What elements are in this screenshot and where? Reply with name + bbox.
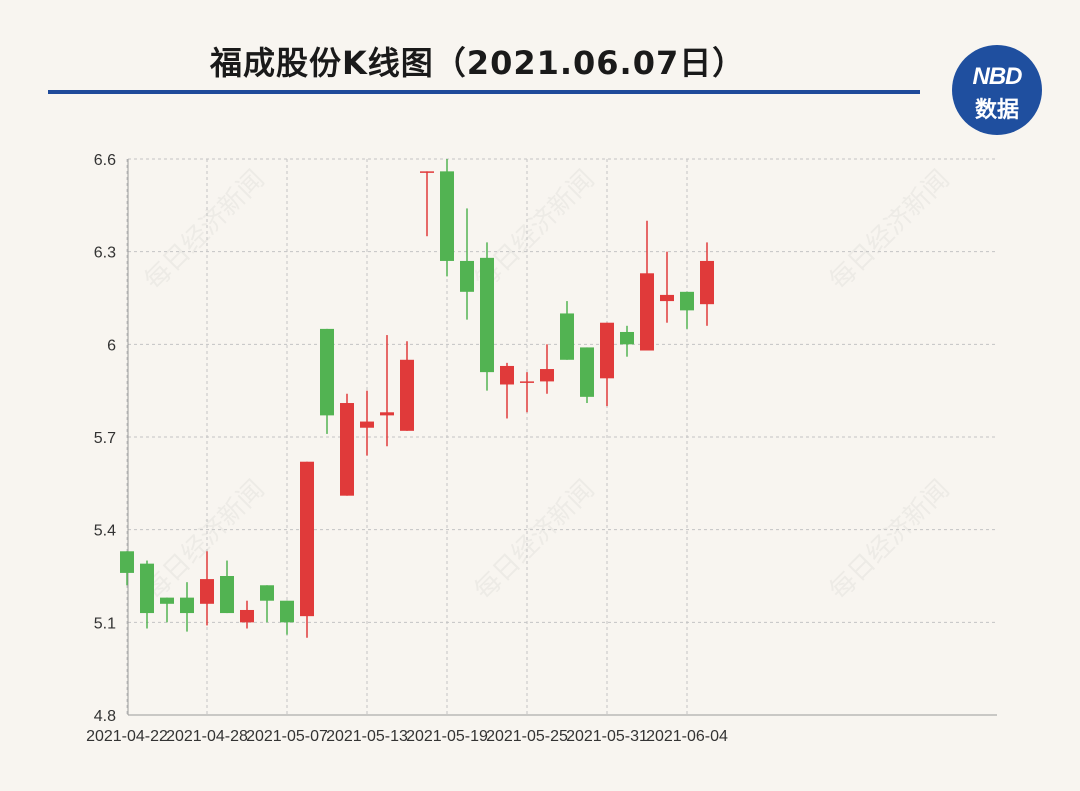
candle-body bbox=[180, 597, 194, 614]
y-tick-label: 4.8 bbox=[94, 708, 116, 725]
candle-body bbox=[280, 600, 294, 623]
candle-body bbox=[200, 579, 214, 604]
candle-body bbox=[640, 273, 654, 351]
candle-body bbox=[400, 359, 414, 431]
candle-body bbox=[160, 597, 174, 604]
candle-body bbox=[420, 171, 434, 173]
x-tick-label: 2021-06-04 bbox=[646, 728, 728, 745]
candle-body bbox=[700, 260, 714, 305]
y-tick-label: 6.3 bbox=[94, 245, 116, 262]
candle-body bbox=[560, 313, 574, 360]
y-tick-label: 6.6 bbox=[94, 152, 116, 169]
candle-body bbox=[580, 347, 594, 397]
x-tick-label: 2021-05-19 bbox=[406, 728, 488, 745]
candle-body bbox=[120, 551, 134, 573]
x-tick-label: 2021-05-13 bbox=[326, 728, 408, 745]
y-tick-label: 5.1 bbox=[94, 615, 116, 632]
candle-body bbox=[600, 322, 614, 379]
candle-body bbox=[500, 365, 514, 385]
x-tick-label: 2021-05-25 bbox=[486, 728, 568, 745]
x-tick-label: 2021-04-28 bbox=[166, 728, 248, 745]
page-title: 福成股份K线图（2021.06.07日） bbox=[210, 44, 746, 82]
candle-body bbox=[620, 331, 634, 345]
x-tick-label: 2021-05-07 bbox=[246, 728, 328, 745]
y-tick-label: 5.4 bbox=[94, 523, 116, 540]
logo-text-data: 数据 bbox=[974, 98, 1019, 123]
candle-body bbox=[660, 294, 674, 302]
candle-body bbox=[540, 369, 554, 382]
candle-body bbox=[320, 328, 334, 416]
candle-body bbox=[220, 576, 234, 614]
candle-body bbox=[680, 291, 694, 311]
candle-body bbox=[440, 171, 454, 261]
candle-body bbox=[340, 403, 354, 496]
logo-text-nbd: NBD bbox=[972, 63, 1023, 90]
candle-body bbox=[300, 461, 314, 617]
candle-body bbox=[260, 585, 274, 601]
y-tick-label: 5.7 bbox=[94, 430, 116, 447]
candle-body bbox=[380, 412, 394, 416]
title-underline bbox=[48, 90, 920, 94]
candle-body bbox=[140, 563, 154, 614]
candle-body bbox=[240, 609, 254, 623]
candle-body bbox=[520, 381, 534, 383]
candle-body bbox=[480, 257, 494, 373]
x-tick-label: 2021-04-22 bbox=[86, 728, 168, 745]
x-tick-label: 2021-05-31 bbox=[566, 728, 648, 745]
candle-body bbox=[360, 421, 374, 428]
candle-body bbox=[460, 260, 474, 292]
nbd-logo: NBD 数据 bbox=[952, 45, 1042, 135]
y-tick-label: 6 bbox=[107, 337, 116, 354]
